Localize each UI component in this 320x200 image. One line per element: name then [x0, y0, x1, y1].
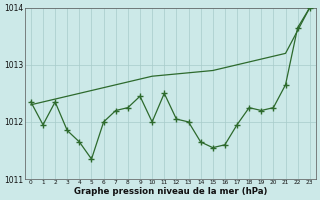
X-axis label: Graphe pression niveau de la mer (hPa): Graphe pression niveau de la mer (hPa) [74, 187, 267, 196]
